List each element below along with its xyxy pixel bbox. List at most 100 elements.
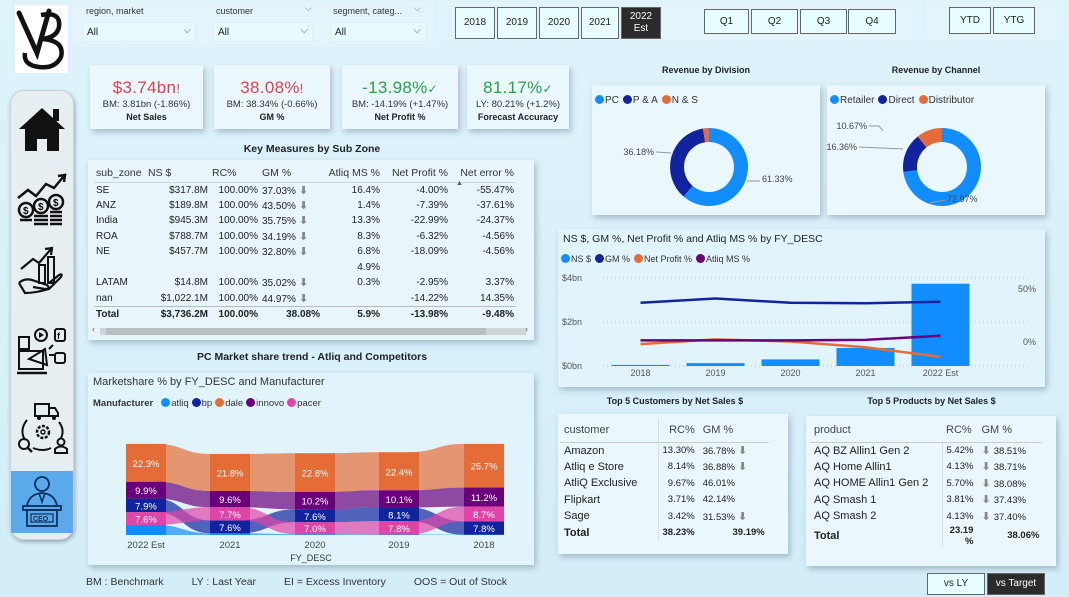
table-row[interactable]: AtliQ Exclusive 9.67% 46.01% bbox=[560, 475, 769, 492]
year-2018-button[interactable]: 2018 bbox=[455, 7, 495, 39]
col-header-atliq-ms[interactable]: Atliq MS % bbox=[322, 164, 382, 183]
q1-button[interactable]: Q1 bbox=[704, 9, 749, 34]
ribbon-dale bbox=[240, 453, 295, 492]
table-row[interactable]: AQ Smash 1 3.81% ⬇ 37.43% bbox=[810, 491, 1043, 508]
col-header-net-profit[interactable]: Net Profit % bbox=[382, 164, 450, 183]
table-row[interactable]: Flipkart 3.71% 42.14% bbox=[560, 491, 769, 508]
segment-dale-2019 bbox=[379, 452, 419, 491]
sidebar-item-executive[interactable]: CEO bbox=[11, 471, 73, 533]
col-header-ns[interactable]: NS $ bbox=[146, 164, 210, 183]
kpi-gm: 38.08%! BM: 38.34% (-0.66%) GM % bbox=[214, 65, 330, 129]
segment-label: 11.2% bbox=[471, 493, 498, 504]
gm-value: 38.08% bbox=[993, 478, 1026, 490]
scrollbar-thumb[interactable] bbox=[106, 328, 486, 335]
chevron-down-icon[interactable]: ⌵ bbox=[414, 3, 421, 13]
legend-dot-icon bbox=[634, 254, 644, 263]
vs-ly-button[interactable]: vs LY bbox=[927, 573, 985, 595]
ytg-button[interactable]: YTG bbox=[993, 7, 1035, 34]
segment-label: 7.6% bbox=[135, 515, 157, 526]
period-slicer-bg bbox=[927, 2, 1055, 40]
legend-dot-icon bbox=[246, 398, 256, 407]
scroll-left-icon[interactable]: ‹ bbox=[92, 324, 95, 334]
ceo-icon: CEO bbox=[22, 476, 62, 527]
q2-button[interactable]: Q2 bbox=[751, 9, 798, 34]
table-row[interactable]: LATAM $14.8M 100.00% 35.02% ⬇ 0.3% -2.95% 3.37… bbox=[94, 275, 516, 291]
sidebar-item-finance[interactable]: $ $ $ bbox=[11, 169, 73, 231]
gm-value: 34.19% bbox=[262, 231, 296, 243]
legend-dot-icon bbox=[878, 95, 888, 104]
col-header-gm[interactable]: GM % bbox=[977, 418, 1044, 443]
rc-cell: 5.70% bbox=[941, 475, 978, 492]
vs-target-button[interactable]: vs Target bbox=[987, 573, 1045, 595]
svg-text:$: $ bbox=[38, 202, 44, 213]
col-header-rc[interactable]: RC% bbox=[657, 418, 699, 443]
year-2020-button[interactable]: 2020 bbox=[539, 7, 579, 39]
note-excess-inventory: EI = Excess Inventory bbox=[284, 576, 386, 588]
sidebar-item-supply-chain[interactable] bbox=[11, 397, 73, 459]
total-row: Total 23.19 % 38.06% bbox=[810, 524, 1043, 547]
table-row[interactable]: AQ Home Allin1 4.13% ⬇ 38.71% bbox=[810, 458, 1043, 475]
table-row[interactable]: ROA $788.7M 100.00% 34.19% ⬇ 8.3% -6.32% -4.56… bbox=[94, 229, 516, 245]
gm-cell: 34.19% ⬇ bbox=[260, 229, 322, 245]
table-row[interactable]: Sage 3.42% 31.53% ⬇ bbox=[560, 508, 769, 525]
col-header-rc[interactable]: RC% bbox=[942, 418, 978, 443]
year-2022-est-button[interactable]: 2022 Est bbox=[621, 7, 661, 39]
table-row[interactable]: Atliq e Store 8.14% 36.88% ⬇ bbox=[560, 458, 769, 475]
sidebar-item-sales[interactable] bbox=[11, 239, 73, 301]
note-out-of-stock: OOS = Out of Stock bbox=[413, 576, 507, 588]
table-row[interactable]: SE $317.8M 100.00% 37.03% ⬇ 16.4% -4.00% -55.4… bbox=[94, 182, 516, 198]
region-market-dropdown[interactable]: All ⌵ bbox=[82, 22, 196, 42]
bar-ns-2018 bbox=[611, 364, 670, 366]
year-2019-button[interactable]: 2019 bbox=[497, 7, 537, 39]
y2-tick-label: 50% bbox=[1018, 284, 1036, 294]
gm-cell: ⬇ 38.08% bbox=[977, 475, 1043, 492]
ribbon-atliq bbox=[409, 534, 464, 535]
segment-label: 25.7% bbox=[471, 462, 498, 473]
name-cell: Amazon bbox=[564, 444, 605, 457]
kpi-value: 38.08% bbox=[240, 78, 300, 97]
table-row[interactable]: nan $1,022.1M 100.00% 44.97% ⬇ -14.22% 14.35% bbox=[94, 291, 516, 307]
col-header-gm[interactable]: GM % bbox=[260, 164, 322, 183]
kpi-benchmark: BM: -14.19% (+1.47%) bbox=[351, 99, 449, 110]
kpi-label: Net Profit % bbox=[374, 112, 426, 122]
q4-button[interactable]: Q4 bbox=[848, 9, 896, 34]
col-header-net-error[interactable]: Net error % ▲ bbox=[450, 164, 516, 187]
ytd-button[interactable]: YTD bbox=[949, 7, 991, 34]
total-ms-cell: 5.9% bbox=[322, 305, 382, 322]
table-row[interactable]: Amazon 13.30% 36.78% ⬇ bbox=[560, 442, 769, 459]
col-header-product[interactable]: product bbox=[810, 418, 942, 443]
segment-category-dropdown[interactable]: All ⌵ bbox=[330, 22, 426, 42]
col-header-rc[interactable]: RC% bbox=[210, 164, 260, 183]
table-row[interactable]: ANZ $189.8M 100.00% 43.50% ⬇ 1.4% -7.39% -37.6… bbox=[94, 198, 516, 214]
table-row[interactable]: AQ HOME Allin1 Gen 2 5.70% ⬇ 38.08% bbox=[810, 475, 1043, 492]
table-row[interactable]: AQ BZ Allin1 Gen 2 5.42% ⬇ 38.51% bbox=[810, 442, 1043, 459]
col-header-sub-zone[interactable]: sub_zone bbox=[94, 164, 146, 183]
horizontal-scrollbar[interactable]: ‹ › bbox=[92, 324, 528, 335]
col-header-customer[interactable]: customer bbox=[560, 418, 658, 443]
sidebar-item-home[interactable] bbox=[11, 99, 73, 161]
q3-button[interactable]: Q3 bbox=[800, 9, 847, 34]
col-header-gm[interactable]: GM % bbox=[698, 418, 769, 443]
bar-ns-2020 bbox=[761, 359, 820, 366]
key-measures-title: Key Measures by Sub Zone bbox=[243, 143, 381, 155]
table-row[interactable]: India $945.3M 100.00% 35.75% ⬇ 13.3% -22.99% -… bbox=[94, 213, 516, 229]
name-cell: AQ Home Allin1 bbox=[814, 460, 892, 473]
segment-label: 10.2% bbox=[302, 497, 329, 508]
sidebar-item-marketing[interactable]: f bbox=[11, 321, 73, 383]
y-tick-label: $4bn bbox=[562, 273, 582, 283]
table-row[interactable]: NE $457.7M 100.00% 32.80% ⬇ 6.8% -18.09% -4.56… bbox=[94, 244, 516, 260]
total-row: Total $3,736.2M 100.00% 38.08% 5.9% -13.98% -9… bbox=[94, 305, 516, 322]
table-row[interactable]: 4.9% bbox=[94, 260, 516, 276]
scroll-right-icon[interactable]: › bbox=[525, 324, 528, 334]
donut-slice-n-s bbox=[702, 128, 709, 143]
filter-label-segment: segment, categ... bbox=[333, 6, 403, 16]
chevron-down-icon[interactable]: ⌵ bbox=[305, 3, 312, 13]
year-2021-button[interactable]: 2021 bbox=[581, 7, 619, 39]
rc-cell: 100.00% bbox=[218, 215, 258, 227]
customer-dropdown[interactable]: All ⌵ bbox=[213, 22, 313, 42]
donut-slice-pc bbox=[683, 128, 748, 206]
total-gm-cell: 38.08% bbox=[260, 305, 322, 322]
legend-dot-icon bbox=[215, 398, 225, 407]
table-row[interactable]: AQ Smash 2 4.13% ⬇ 37.40% bbox=[810, 508, 1043, 525]
down-arrow-icon: ⬇ bbox=[981, 510, 994, 523]
